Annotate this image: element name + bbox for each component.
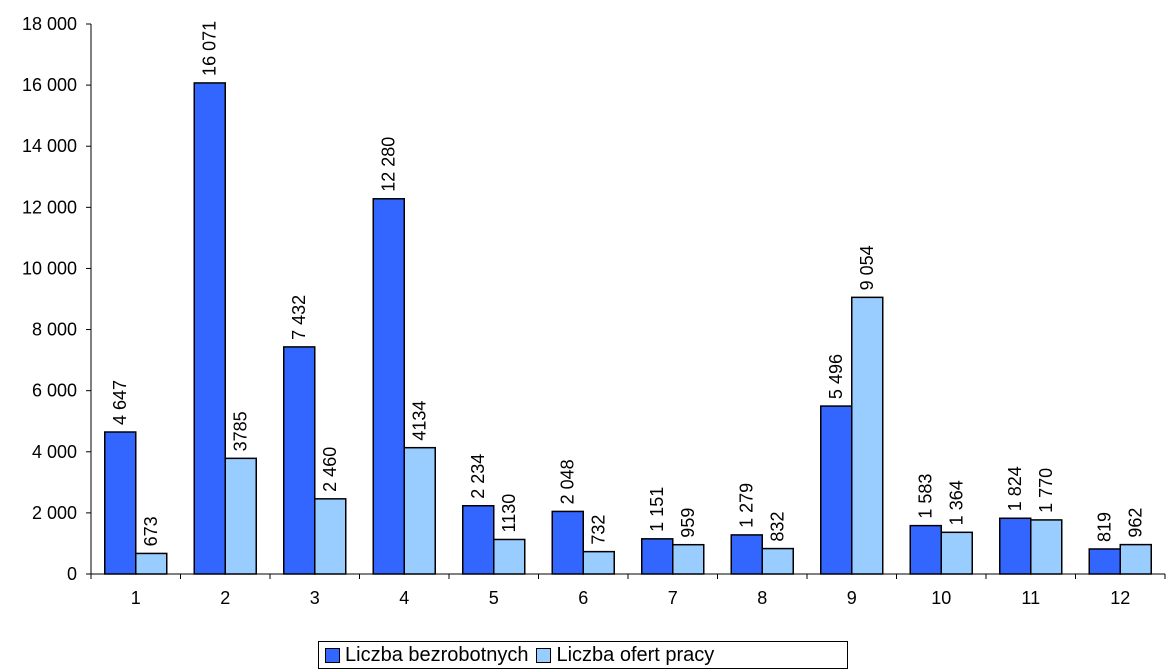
x-tick-label: 7 xyxy=(668,588,678,608)
y-tick-label: 8 000 xyxy=(32,320,77,340)
x-tick-label: 3 xyxy=(310,588,320,608)
x-tick-label: 1 xyxy=(131,588,141,608)
y-tick-label: 0 xyxy=(67,564,77,584)
bar-unemployed xyxy=(372,198,405,575)
x-tick-label: 4 xyxy=(399,588,409,608)
bar-job-offers xyxy=(1119,543,1152,575)
x-tick-label: 6 xyxy=(578,588,588,608)
data-label-job-offers: 832 xyxy=(768,512,788,542)
data-label-unemployed: 1 151 xyxy=(647,487,667,532)
data-label-job-offers: 959 xyxy=(678,508,698,538)
bar-job-offers xyxy=(1030,519,1063,575)
data-label-unemployed: 1 583 xyxy=(916,474,936,519)
bar-unemployed xyxy=(730,534,763,575)
data-label-unemployed: 5 496 xyxy=(826,354,846,399)
legend-item-unemployed: Liczba bezrobotnych xyxy=(325,644,528,667)
data-label-job-offers: 962 xyxy=(1126,508,1146,538)
bar-unemployed xyxy=(193,82,226,575)
bar-job-offers xyxy=(672,543,705,575)
bar-unemployed xyxy=(999,517,1032,575)
data-label-unemployed: 12 280 xyxy=(379,137,399,192)
x-tick-label: 12 xyxy=(1110,588,1130,608)
data-label-job-offers: 2 460 xyxy=(320,447,340,492)
y-tick-label: 2 000 xyxy=(32,503,77,523)
x-tick-label: 11 xyxy=(1021,588,1040,608)
bar-job-offers xyxy=(314,498,347,575)
legend-label-job-offers: Liczba ofert pracy xyxy=(556,643,715,666)
legend-swatch-job-offers xyxy=(536,647,552,663)
legend-item-job-offers: Liczba ofert pracy xyxy=(536,644,714,667)
legend-swatch-unemployed xyxy=(325,647,340,663)
x-tick-label: 5 xyxy=(489,588,499,608)
bar-unemployed xyxy=(104,431,137,575)
data-label-job-offers: 1 770 xyxy=(1036,468,1056,513)
data-label-unemployed: 2 048 xyxy=(558,459,578,504)
y-tick-label: 6 000 xyxy=(32,381,77,401)
bar-job-offers xyxy=(135,552,168,575)
data-label-job-offers: 1130 xyxy=(499,494,519,533)
y-tick-label: 4 000 xyxy=(32,442,77,462)
data-label-unemployed: 16 071 xyxy=(200,21,220,76)
data-label-unemployed: 4 647 xyxy=(110,380,130,425)
y-tick-label: 16 000 xyxy=(22,75,77,95)
bar-job-offers xyxy=(851,296,884,575)
bar-job-offers xyxy=(761,547,794,575)
data-label-unemployed: 1 824 xyxy=(1005,466,1025,511)
bar-unemployed xyxy=(641,538,674,575)
bar-job-offers xyxy=(940,531,973,575)
data-label-unemployed: 1 279 xyxy=(737,483,757,528)
bar-job-offers xyxy=(582,550,615,575)
data-label-unemployed: 2 234 xyxy=(468,454,488,499)
bar-unemployed xyxy=(820,405,853,575)
x-tick-label: 8 xyxy=(757,588,767,608)
data-label-job-offers: 732 xyxy=(589,515,609,545)
legend-label-unemployed: Liczba bezrobotnych xyxy=(345,643,529,666)
x-tick-label: 9 xyxy=(847,588,857,608)
data-label-job-offers: 9 054 xyxy=(857,245,877,290)
data-label-job-offers: 3785 xyxy=(231,411,251,451)
bar-unemployed xyxy=(283,346,316,575)
y-tick-label: 12 000 xyxy=(22,197,77,217)
x-tick-label: 10 xyxy=(931,588,951,608)
bar-job-offers xyxy=(403,446,436,575)
bar-unemployed xyxy=(909,524,942,575)
data-label-unemployed: 819 xyxy=(1095,512,1115,542)
data-label-job-offers: 673 xyxy=(141,516,161,546)
bar-job-offers xyxy=(493,538,526,575)
bar-chart: 0 2 000 4 000 6 000 8 000 10 000 12 000 14 000 1… xyxy=(22,14,1166,608)
data-label-job-offers: 4134 xyxy=(410,401,430,441)
data-label-job-offers: 1 364 xyxy=(947,480,967,525)
y-tick-label: 14 000 xyxy=(22,136,77,156)
data-label-unemployed: 7 432 xyxy=(289,295,309,340)
bar-unemployed xyxy=(551,510,584,575)
legend: Liczba bezrobotnych Liczba ofert pracy xyxy=(318,641,848,669)
bar-unemployed xyxy=(462,504,495,575)
x-tick-label: 2 xyxy=(220,588,230,608)
y-tick-label: 18 000 xyxy=(22,14,77,34)
bar-unemployed xyxy=(1088,548,1121,575)
bar-job-offers xyxy=(224,457,257,575)
y-tick-label: 10 000 xyxy=(22,258,77,278)
